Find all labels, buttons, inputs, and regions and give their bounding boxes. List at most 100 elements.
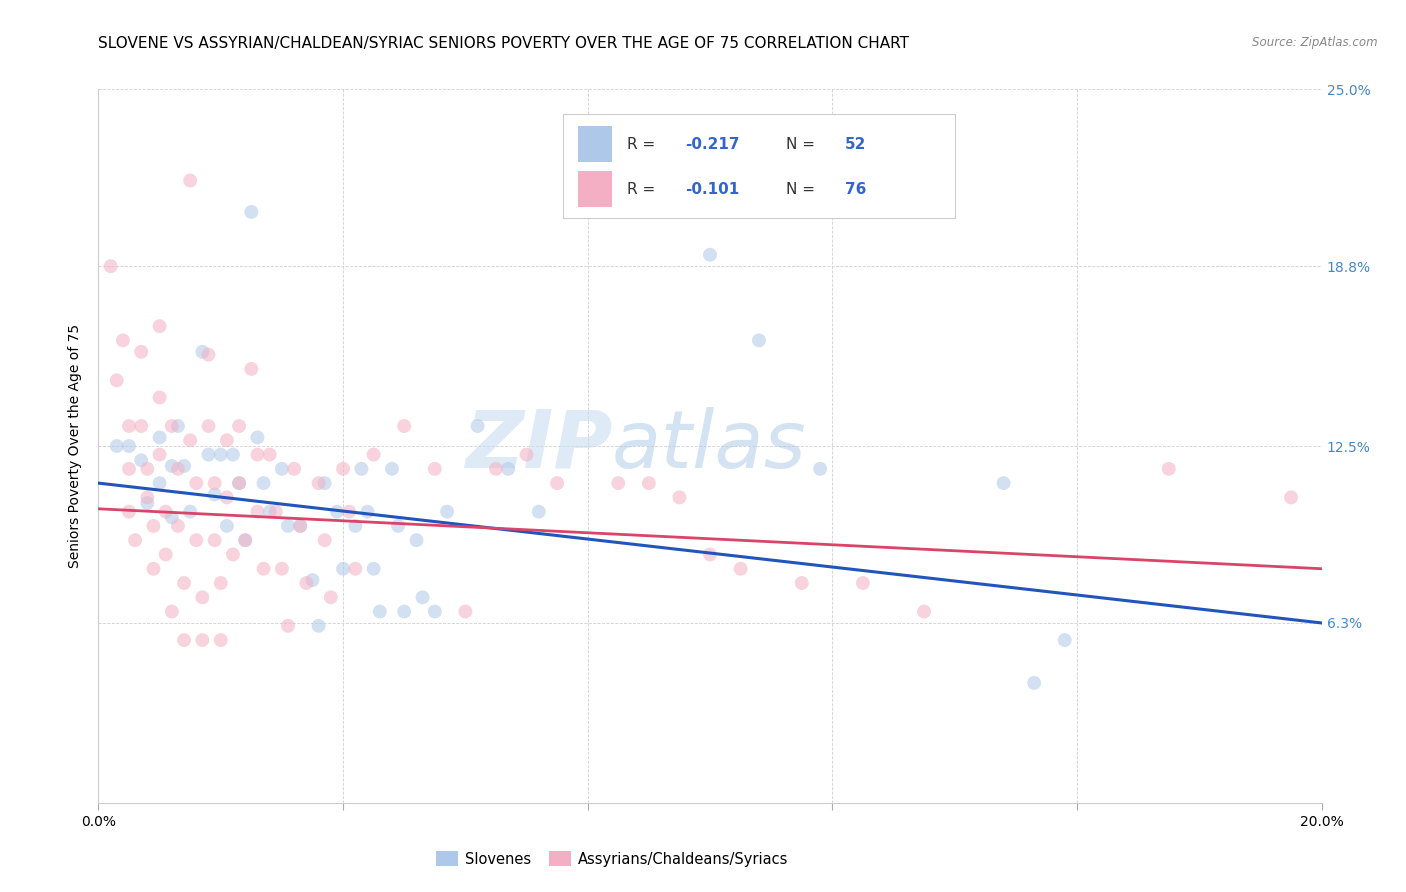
Point (160, 458, 183, 473)
Point (197, 348, 219, 362)
Point (167, 519, 190, 533)
Point (1024, 676, 1046, 690)
Point (363, 562, 385, 576)
Text: N =: N = (786, 136, 820, 152)
Point (233, 533, 256, 548)
Y-axis label: Seniors Poverty Over the Age of 75: Seniors Poverty Over the Age of 75 (69, 324, 83, 568)
Text: atlas: atlas (612, 407, 807, 485)
Point (240, 362, 263, 376)
Point (215, 519, 238, 533)
Point (332, 562, 354, 576)
Legend: Slovenes, Assyrians/Chaldeans/Syriacs: Slovenes, Assyrians/Chaldeans/Syriacs (436, 852, 789, 867)
Point (295, 576, 318, 591)
Point (179, 434, 201, 448)
Point (155, 548, 177, 562)
Point (209, 576, 232, 591)
Point (344, 519, 367, 533)
Point (852, 576, 875, 591)
Point (118, 439, 141, 453)
Point (222, 548, 245, 562)
Point (637, 476, 661, 491)
Point (160, 510, 183, 524)
Point (173, 633, 195, 648)
Point (222, 448, 245, 462)
Point (392, 605, 416, 619)
Text: -0.101: -0.101 (686, 182, 740, 196)
Point (197, 448, 219, 462)
Point (283, 462, 305, 476)
Point (368, 605, 391, 619)
Point (699, 248, 721, 262)
Point (1157, 462, 1180, 476)
Point (259, 448, 281, 462)
Point (405, 533, 427, 548)
Point (252, 476, 274, 491)
Point (240, 205, 263, 219)
Point (436, 505, 458, 519)
Point (215, 491, 238, 505)
Point (993, 476, 1015, 491)
Point (454, 605, 477, 619)
Point (467, 419, 489, 434)
Point (790, 576, 813, 591)
Point (912, 605, 935, 619)
Point (136, 462, 159, 476)
Point (290, 519, 312, 533)
Point (277, 519, 299, 533)
Point (124, 533, 146, 548)
Text: 52: 52 (845, 136, 866, 152)
Point (191, 344, 214, 359)
Point (270, 462, 292, 476)
Point (246, 448, 269, 462)
Text: R =: R = (627, 136, 659, 152)
Point (1053, 633, 1076, 648)
Point (233, 533, 256, 548)
Point (191, 633, 214, 648)
Point (516, 448, 538, 462)
Point (381, 462, 404, 476)
Point (730, 562, 752, 576)
Point (252, 562, 274, 576)
Point (155, 505, 177, 519)
Point (105, 439, 128, 453)
Point (191, 591, 214, 605)
Point (209, 633, 232, 648)
Point (314, 476, 336, 491)
Point (332, 462, 354, 476)
Point (259, 505, 281, 519)
Text: Source: ZipAtlas.com: Source: ZipAtlas.com (1253, 36, 1378, 49)
Point (546, 476, 568, 491)
Point (118, 419, 141, 434)
Point (197, 419, 219, 434)
Point (167, 419, 190, 434)
Point (228, 419, 250, 434)
Point (204, 487, 226, 501)
Point (607, 476, 630, 491)
Text: 76: 76 (845, 182, 866, 196)
Point (301, 573, 323, 587)
Point (748, 334, 770, 348)
Point (337, 505, 360, 519)
Point (129, 344, 152, 359)
Point (308, 619, 330, 633)
Point (142, 519, 165, 533)
Point (270, 562, 292, 576)
Point (118, 462, 141, 476)
Point (246, 430, 269, 444)
Point (204, 533, 226, 548)
Point (277, 619, 299, 633)
Point (363, 448, 385, 462)
Point (149, 476, 172, 491)
Point (173, 458, 195, 473)
Point (129, 419, 152, 434)
Point (228, 476, 250, 491)
Point (186, 533, 208, 548)
Point (808, 462, 831, 476)
Point (129, 453, 152, 467)
Point (699, 548, 721, 562)
Point (308, 476, 330, 491)
Point (111, 334, 134, 348)
Point (149, 319, 172, 334)
Point (149, 448, 172, 462)
Point (485, 462, 508, 476)
